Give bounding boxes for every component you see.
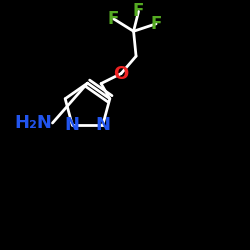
Text: O: O	[114, 64, 129, 82]
Text: F: F	[133, 2, 144, 20]
Text: N: N	[65, 116, 80, 134]
Text: H₂N: H₂N	[14, 114, 52, 132]
Text: F: F	[150, 15, 162, 33]
Text: F: F	[108, 10, 119, 28]
Text: N: N	[95, 116, 110, 134]
